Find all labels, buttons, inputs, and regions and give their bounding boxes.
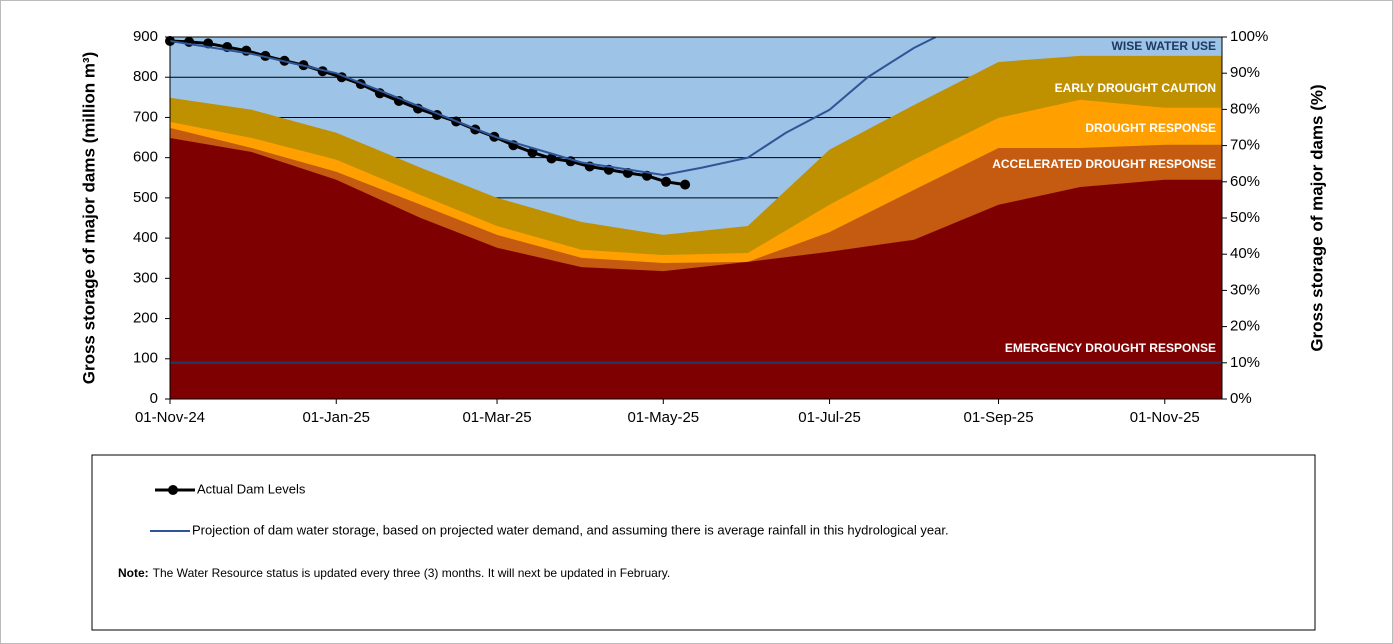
legend-marker [168, 485, 178, 495]
legend: Actual Dam Levels Projection of dam water… [150, 481, 949, 537]
note: Note: The Water Resource status is update… [118, 566, 670, 580]
y2-tick-label: 0% [1230, 390, 1252, 407]
plot-area: WISE WATER USE EARLY DROUGHT CAUTION DROUG… [165, 36, 1223, 400]
data-line [170, 39, 686, 187]
y-axis-title: Gross storage of major dams (million m³) [79, 52, 98, 385]
zone-label: EMERGENCY DROUGHT RESPONSE [1005, 341, 1216, 355]
zone-label: EARLY DROUGHT CAUTION [1055, 81, 1216, 95]
y2-tick-label: 70% [1230, 137, 1260, 154]
x-tick-label: 01-Nov-25 [1130, 409, 1200, 426]
y2-tick-label: 50% [1230, 209, 1260, 226]
x-tick-label: 01-Sep-25 [963, 409, 1033, 426]
y-tick-label: 400 [133, 229, 158, 246]
note-text: The Water Resource status is updated eve… [153, 566, 671, 580]
data-point [661, 176, 672, 187]
data-point [546, 153, 557, 164]
zone-label: ACCELERATED DROUGHT RESPONSE [992, 157, 1216, 171]
data-point [527, 147, 538, 158]
y-tick-label: 600 [133, 149, 158, 166]
y-tick-label: 0 [150, 390, 158, 407]
data-point [680, 179, 691, 190]
legend-box [91, 454, 1316, 631]
y2-axis-title: Gross storage of major dams (%) [1307, 84, 1326, 351]
legend-label: Actual Dam Levels [197, 481, 306, 496]
y2-tick-label: 20% [1230, 318, 1260, 335]
y2-tick-label: 80% [1230, 100, 1260, 117]
y2-tick-label: 30% [1230, 281, 1260, 298]
y-tick-label: 300 [133, 269, 158, 286]
y2-tick-label: 60% [1230, 173, 1260, 190]
x-tick-label: 01-Nov-24 [135, 409, 205, 426]
legend-label: Projection of dam water storage, based o… [192, 522, 949, 537]
x-tick-label: 01-May-25 [627, 409, 699, 426]
x-tick-label: 01-Jul-25 [798, 409, 861, 426]
y2-tick-label: 100% [1230, 28, 1268, 45]
zone-label: WISE WATER USE [1112, 39, 1216, 53]
y-tick-label: 700 [133, 108, 158, 125]
y2-tick-label: 40% [1230, 245, 1260, 262]
x-tick-label: 01-Jan-25 [302, 409, 370, 426]
y-tick-label: 800 [133, 68, 158, 85]
y2-tick-label: 10% [1230, 354, 1260, 371]
note-label: Note: [118, 566, 149, 580]
x-tick-label: 01-Mar-25 [462, 409, 531, 426]
y-tick-label: 500 [133, 189, 158, 206]
y-tick-label: 200 [133, 310, 158, 327]
zone-area [170, 137, 1222, 399]
data-line [170, 37, 937, 176]
y-tick-label: 900 [133, 28, 158, 45]
y2-tick-label: 90% [1230, 64, 1260, 81]
y-tick-label: 100 [133, 350, 158, 367]
zone-label: DROUGHT RESPONSE [1085, 121, 1216, 135]
